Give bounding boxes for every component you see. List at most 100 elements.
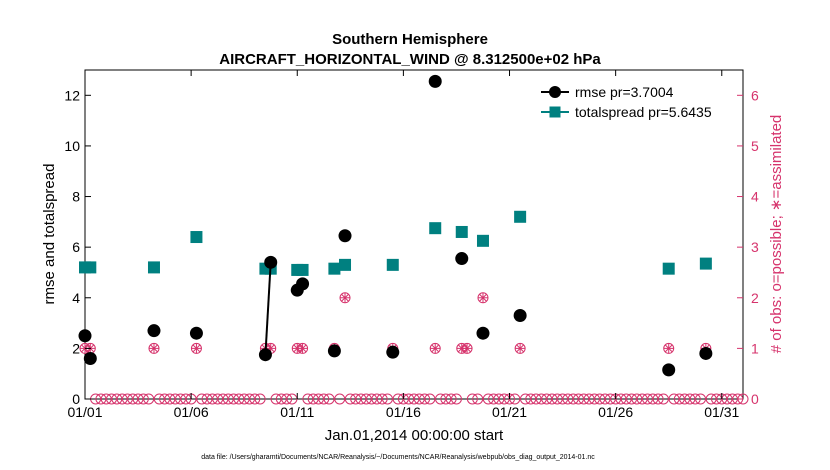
obs-possible-marker xyxy=(525,393,537,405)
obs-possible-marker xyxy=(376,393,388,405)
obs-possible-marker xyxy=(206,393,218,405)
obs-assimilated-marker xyxy=(462,343,473,354)
asterisk-stroke xyxy=(298,344,307,353)
x-tick-label: 01/31 xyxy=(704,404,739,420)
obs-possible-marker xyxy=(132,393,144,405)
obs-assimilated-marker xyxy=(477,292,488,303)
obs-possible-marker xyxy=(201,393,213,405)
obs-possible-marker xyxy=(281,393,293,405)
obs-possible-marker xyxy=(371,393,383,405)
obs-possible-marker xyxy=(684,393,696,405)
asterisk-stroke xyxy=(341,293,349,302)
obs-possible-marker xyxy=(578,393,590,405)
obs-possible-marker xyxy=(100,393,112,405)
obs-assimilated-marker xyxy=(297,343,308,354)
legend-spread-label: totalspread pr=5.6435 xyxy=(575,104,712,120)
obs-possible-marker xyxy=(450,393,462,405)
obs-possible-marker xyxy=(631,393,643,405)
y-axis-label: rmse and totalspread xyxy=(41,164,58,305)
rmse-point xyxy=(699,346,713,360)
spread-point xyxy=(296,263,309,276)
x-tick-label: 01/16 xyxy=(386,404,421,420)
obs-possible-marker xyxy=(350,393,362,405)
rmse-point xyxy=(338,229,352,243)
obs-possible-marker xyxy=(270,393,282,405)
y2-tick-label: 0 xyxy=(751,391,759,407)
obs-possible-marker xyxy=(111,393,123,405)
spread-point xyxy=(84,261,97,274)
obs-assimilated-marker xyxy=(191,343,202,354)
obs-possible-marker xyxy=(381,393,393,405)
obs-possible-marker xyxy=(530,393,542,405)
obs-possible-marker xyxy=(355,393,367,405)
obs-possible-marker xyxy=(228,393,240,405)
axes: 01/01 01/06 01/11 01/16 01/21 01/26 01/31 0 2 4 6 8… xyxy=(64,70,759,420)
obs-possible-marker xyxy=(657,393,669,405)
spread-point xyxy=(429,222,442,235)
y2-tick-label: 3 xyxy=(751,239,759,255)
asterisk-stroke xyxy=(479,293,487,302)
legend-box xyxy=(538,79,736,125)
x-tick-label: 01/21 xyxy=(492,404,527,420)
obs-possible-marker xyxy=(275,393,287,405)
y-tick-label: 12 xyxy=(64,87,80,103)
obs-possible-marker xyxy=(159,393,171,405)
asterisk-stroke xyxy=(463,344,471,353)
spread-point xyxy=(455,225,468,238)
obs-possible-marker xyxy=(137,393,149,405)
spread-point xyxy=(190,231,203,244)
obs-possible-marker xyxy=(594,393,606,405)
rmse-point xyxy=(386,345,400,359)
y-tick-label: 10 xyxy=(64,138,80,154)
asterisk-stroke xyxy=(431,344,440,353)
spread-point xyxy=(386,258,399,271)
obs-assimilated-marker xyxy=(663,343,674,354)
rmse-point xyxy=(513,308,527,322)
rmse-point xyxy=(428,74,442,88)
obs-possible-marker xyxy=(705,393,717,405)
obs-possible-marker xyxy=(445,393,457,405)
y2-tick-label: 6 xyxy=(751,87,759,103)
y-tick-label: 2 xyxy=(72,340,80,356)
obs-possible-marker xyxy=(689,393,701,405)
obs-possible-marker xyxy=(419,393,431,405)
obs-possible-marker xyxy=(626,393,638,405)
obs-possible-marker xyxy=(562,393,574,405)
obs-possible-marker xyxy=(620,393,632,405)
rmse-point xyxy=(78,329,92,343)
obs-possible-marker xyxy=(254,393,266,405)
obs-possible-marker xyxy=(244,393,255,405)
obs-possible-marker xyxy=(673,393,685,405)
obs-possible-marker xyxy=(360,393,372,405)
rmse-point xyxy=(264,255,278,269)
legend-rmse-marker xyxy=(549,86,561,98)
obs-possible-marker xyxy=(695,393,707,405)
obs-possible-marker xyxy=(535,393,547,405)
rmse-point xyxy=(455,252,469,266)
x-tick-label: 01/06 xyxy=(174,404,209,420)
obs-possible-marker xyxy=(238,393,250,405)
obs-possible-marker xyxy=(472,393,484,405)
spread-point xyxy=(339,258,352,271)
y2-axis-label: # of obs: o=possible; ∗=assimilated xyxy=(768,115,785,354)
obs-possible-marker xyxy=(334,393,346,405)
obs-possible-marker xyxy=(175,393,187,405)
obs-possible-marker xyxy=(668,393,680,405)
y2-tick-label: 4 xyxy=(751,189,759,205)
asterisk-stroke xyxy=(192,344,201,353)
data-file-footnote: data file: /Users/gharamti/Documents/NCA… xyxy=(201,454,595,461)
obs-possible-marker xyxy=(127,393,139,405)
spread-point xyxy=(147,261,160,274)
obs-possible-marker xyxy=(573,393,584,405)
obs-possible-marker xyxy=(323,393,335,405)
spread-point xyxy=(514,210,527,223)
obs-possible-marker xyxy=(435,393,447,405)
x-tick-label: 01/11 xyxy=(280,404,314,420)
y-tick-label: 4 xyxy=(72,290,80,306)
y2-tick-label: 5 xyxy=(751,138,759,154)
x-axis-label: Jan.01,2014 00:00:00 start xyxy=(325,427,504,444)
rmse-line xyxy=(264,262,272,355)
rmse-point xyxy=(662,363,676,377)
asterisk-stroke xyxy=(664,344,673,353)
